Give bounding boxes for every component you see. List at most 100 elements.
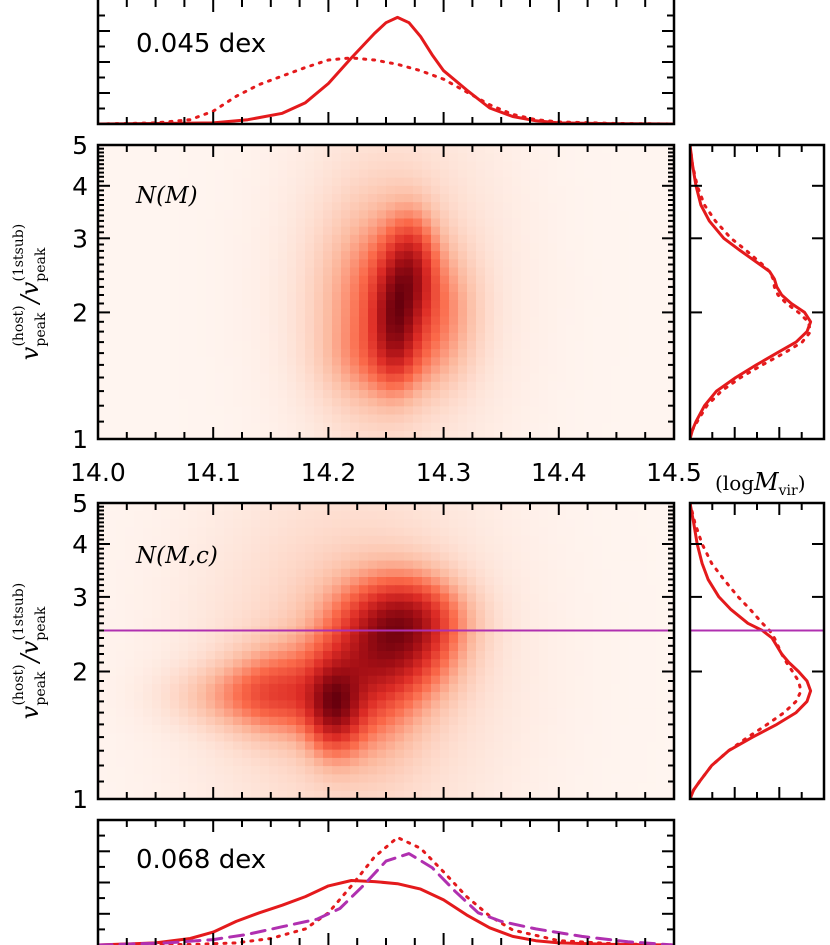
heatmap-cell <box>134 618 144 627</box>
heatmap-cell <box>557 349 567 358</box>
heatmap-cell <box>557 741 567 751</box>
heatmap-cell <box>584 177 594 187</box>
heatmap-cell <box>395 324 405 334</box>
heatmap-cell <box>107 733 117 743</box>
heatmap-cell <box>251 692 261 701</box>
heatmap-cell <box>224 177 234 187</box>
heatmap-cell <box>251 210 261 220</box>
heatmap-cell <box>431 341 441 350</box>
heatmap-cell <box>566 692 576 701</box>
heatmap-cell <box>584 430 594 439</box>
heatmap-cell <box>548 243 558 252</box>
heatmap-cell <box>359 667 369 677</box>
bottom-histogram-lines <box>98 836 674 945</box>
heatmap-cell <box>440 145 450 154</box>
heatmap-cell <box>440 782 450 792</box>
heatmap-cell <box>638 414 648 424</box>
heatmap-cell <box>647 194 657 203</box>
heatmap-cell <box>422 700 432 710</box>
heatmap-cell <box>233 414 243 424</box>
heatmap-cell <box>224 527 234 537</box>
heatmap-cell <box>206 202 216 211</box>
heatmap-cell <box>620 733 630 743</box>
heatmap-cell <box>377 316 387 326</box>
heatmap-cell <box>143 161 153 171</box>
heatmap-cell <box>260 634 270 644</box>
heatmap-cell <box>206 243 216 252</box>
heatmap-cell <box>314 226 324 236</box>
heatmap-cell <box>665 365 674 375</box>
heatmap-cell <box>179 406 189 416</box>
heatmap-cell <box>152 194 162 203</box>
heatmap-cell <box>278 259 288 269</box>
heatmap-cell <box>377 585 387 595</box>
heatmap-cell <box>539 218 549 228</box>
heatmap-cell <box>161 194 171 203</box>
heatmap-cell <box>224 185 234 195</box>
heatmap-cell <box>188 725 198 734</box>
heatmap-cell <box>296 349 306 358</box>
heatmap-cell <box>269 226 279 236</box>
heatmap-cell <box>413 601 423 611</box>
heatmap-cell <box>548 692 558 701</box>
heatmap-cell <box>602 667 612 677</box>
heatmap-cell <box>179 535 189 545</box>
heatmap-cell <box>386 373 396 383</box>
heatmap-cell <box>647 692 657 701</box>
heatmap-cell <box>287 511 297 521</box>
heatmap-cell <box>530 593 540 603</box>
heatmap-cell <box>620 210 630 220</box>
heatmap-cell <box>476 790 486 799</box>
heatmap-cell <box>116 251 126 260</box>
heatmap-cell <box>494 202 504 211</box>
heatmap-cell <box>521 757 531 767</box>
heatmap-cell <box>233 275 243 285</box>
heatmap-cell <box>224 194 234 203</box>
heatmap-cell <box>287 332 297 342</box>
heatmap-cell <box>332 544 342 553</box>
heatmap-cell <box>125 568 135 578</box>
heatmap-cell <box>206 659 216 669</box>
heatmap-cell <box>242 292 252 301</box>
heatmap-cell <box>359 430 369 439</box>
heatmap-cell <box>269 275 279 285</box>
heatmap-cell <box>422 177 432 187</box>
heatmap-cell <box>332 782 342 792</box>
heatmap-cell <box>98 226 108 236</box>
heatmap-cell <box>395 308 405 318</box>
heatmap-cell <box>179 251 189 260</box>
heatmap-cell <box>575 503 585 512</box>
heatmap-cell <box>458 406 468 416</box>
heatmap-cell <box>260 234 270 244</box>
heatmap-cell <box>233 234 243 244</box>
heatmap-cell <box>224 202 234 211</box>
heatmap-cell <box>494 683 504 693</box>
heatmap-cell <box>458 519 468 529</box>
heatmap-cell <box>485 251 495 260</box>
heatmap-cell <box>458 692 468 701</box>
heatmap-cell <box>260 194 270 203</box>
heatmap-cell <box>233 749 243 759</box>
heatmap-cell <box>242 177 252 187</box>
heatmap-cell <box>512 716 522 726</box>
heatmap-cell <box>152 659 162 669</box>
heatmap-cell <box>107 749 117 759</box>
heatmap-cell <box>206 275 216 285</box>
heatmap-cell <box>332 308 342 318</box>
heatmap-cell <box>152 398 162 407</box>
heatmap-cell <box>647 153 657 162</box>
heatmap-cell <box>386 519 396 529</box>
heatmap-cell <box>368 774 378 784</box>
heatmap-cell <box>494 667 504 677</box>
heatmap-cell <box>269 642 279 652</box>
heatmap-cell <box>620 618 630 627</box>
heatmap-cell <box>143 365 153 375</box>
heatmap-cell <box>422 511 432 521</box>
heatmap-cell <box>440 692 450 701</box>
heatmap-cell <box>377 725 387 734</box>
heatmap-cell <box>449 390 459 399</box>
heatmap-cell <box>413 634 423 644</box>
heatmap-cell <box>152 692 162 701</box>
heatmap-cell <box>350 609 360 619</box>
heatmap-cell <box>359 700 369 710</box>
